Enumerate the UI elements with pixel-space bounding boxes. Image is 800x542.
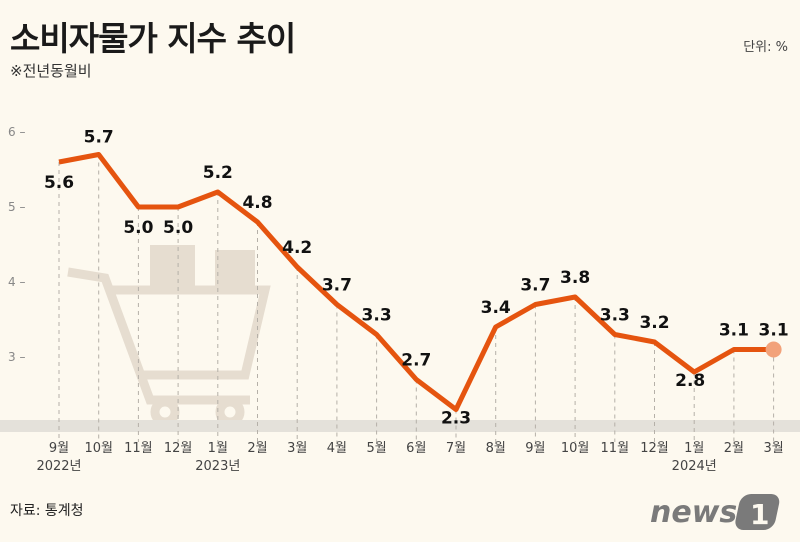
x-tick-label: 1월 [684,441,704,456]
data-label: 3.7 [322,276,352,296]
x-tick-label: 3월 [287,441,307,456]
data-label: 3.7 [520,276,550,296]
data-label: 5.6 [44,173,74,193]
series-line [58,152,774,412]
year-label: 2023년 [195,459,240,474]
data-label: 5.2 [203,163,233,183]
x-tick-label: 2월 [247,441,267,456]
data-label: 3.2 [639,313,669,333]
x-tick-label: 9월 [49,441,69,456]
y-tick-label: 3 – [8,350,25,364]
data-label: 4.2 [282,238,312,258]
data-label: 2.3 [441,409,471,429]
y-tick-label: 4 – [8,275,25,289]
data-label: 2.7 [401,351,431,371]
year-label: 2022년 [36,459,81,474]
data-label: 3.1 [759,321,789,341]
data-label: 2.8 [675,371,705,391]
x-tick-label: 12월 [164,441,193,456]
data-label: 5.0 [163,218,193,238]
x-tick-label: 5월 [366,441,386,456]
x-tick-label: 7월 [446,441,466,456]
source-label: 자료: 통계청 [10,503,84,519]
x-tick-label: 1월 [208,441,228,456]
baseline-band [0,420,800,432]
data-label: 3.3 [600,306,630,326]
data-label: 3.8 [560,268,590,288]
y-tick-label: 6 – [8,125,25,139]
chart-subtitle: ※전년동월비 [10,62,92,80]
x-tick-label: 11월 [124,441,153,456]
x-tick-label: 4월 [327,441,347,456]
data-label: 3.1 [719,321,749,341]
data-label: 4.8 [242,193,272,213]
year-label: 2024년 [672,459,717,474]
data-label: 5.0 [123,218,153,238]
y-tick-label: 5 – [8,200,25,214]
x-tick-label: 2월 [724,441,744,456]
x-tick-label: 11월 [601,441,630,456]
svg-text:1: 1 [750,498,769,531]
data-label: 3.4 [481,298,511,318]
x-tick-label: 6월 [406,441,426,456]
unit-label: 단위: % [743,40,788,55]
x-tick-label: 8월 [486,441,506,456]
chart-title: 소비자물가 지수 추이 [10,19,296,58]
x-tick-label: 3월 [763,441,783,456]
news1-logo: news 1 [650,494,780,531]
cart-illustration [67,245,271,427]
last-point-marker [765,341,782,358]
x-tick-label: 12월 [640,441,669,456]
svg-text:news: news [650,495,737,530]
x-tick-label: 9월 [525,441,545,456]
data-label: 5.7 [84,128,114,148]
x-tick-label: 10월 [561,441,590,456]
x-tick-label: 10월 [84,441,113,456]
data-label: 3.3 [362,306,392,326]
